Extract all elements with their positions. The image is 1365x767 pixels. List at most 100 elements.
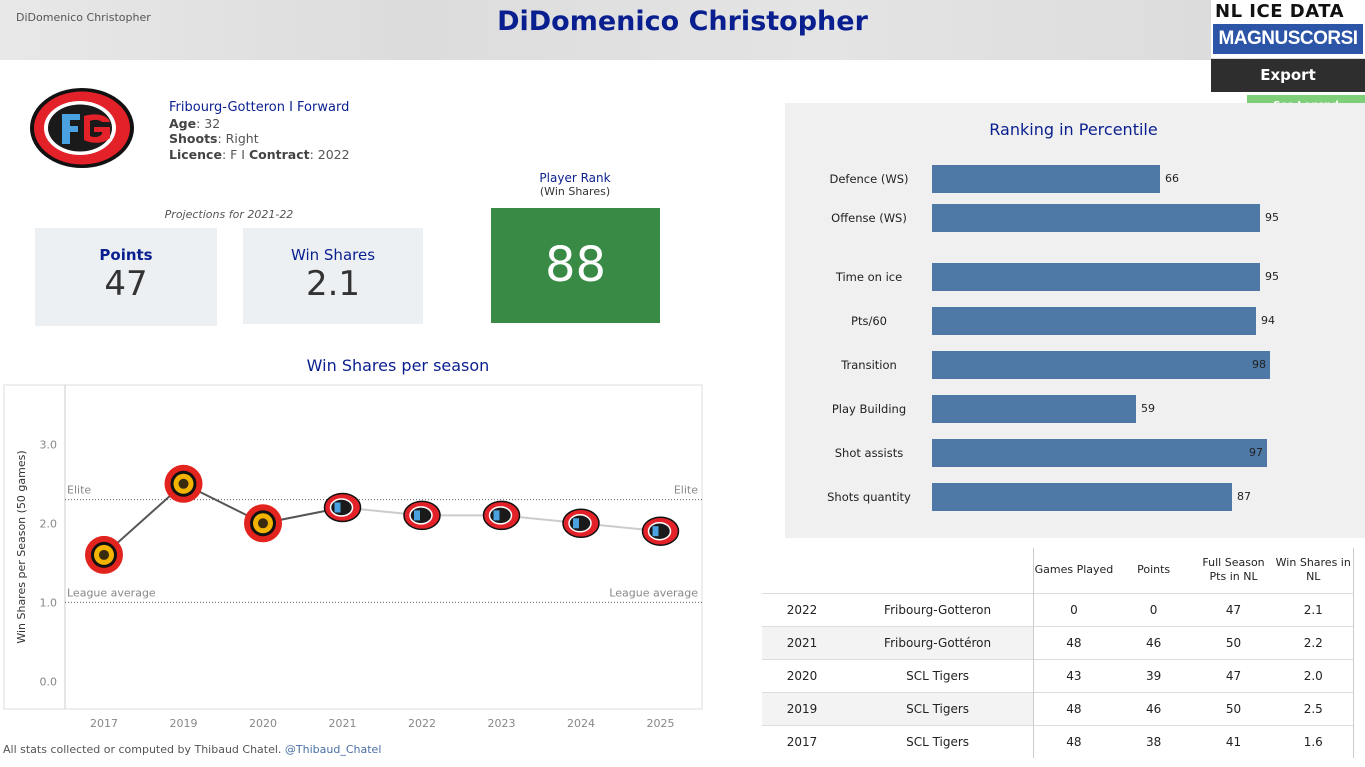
- ranking-bar-value: 95: [1265, 211, 1279, 224]
- ws-chart-title: Win Shares per season: [306, 356, 490, 375]
- ws-x-tick-label: 2023: [488, 717, 516, 730]
- header-full-season-pts: Full Season Pts in NL: [1202, 556, 1265, 584]
- ranking-bar-row: Pts/60 94: [785, 307, 1365, 335]
- ranking-bar-row: Time on ice 95: [785, 263, 1365, 291]
- page-title: DiDomenico Christopher: [497, 6, 868, 37]
- ranking-bar-label: Shot assists: [834, 446, 904, 460]
- ws-y-tick-label: 2.0: [40, 517, 58, 530]
- ranking-bar-value: 66: [1165, 172, 1179, 185]
- ws-reference-label-right: League average: [609, 586, 698, 599]
- points-kpi-card: Points 47: [35, 228, 217, 326]
- ranking-bar: [932, 439, 1267, 467]
- ranking-bar-row: Play Building 59: [785, 395, 1365, 423]
- player-rank-sublabel: (Win Shares): [539, 185, 611, 198]
- shoots-row: Shoots: Right: [169, 131, 259, 146]
- ranking-bar: [932, 307, 1256, 335]
- header-games-played: Games Played: [1033, 548, 1114, 593]
- cell-team: SCL Tigers: [841, 658, 1034, 692]
- cell-team: Fribourg-Gotteron: [841, 592, 1034, 626]
- ranking-bar-row: Offense (WS) 95: [785, 204, 1365, 232]
- header-banner: DiDomenico Christopher DiDomenico Christ…: [0, 0, 1365, 60]
- ws-reference-label-right: Elite: [674, 484, 698, 497]
- cell-points: 38: [1113, 724, 1194, 758]
- ranking-panel: Ranking in Percentile Defence (WS) 66 Offe…: [785, 103, 1365, 538]
- cell-games-played: 48: [1033, 724, 1114, 758]
- ws-y-axis-label: Win Shares per Season (50 games): [15, 450, 28, 643]
- header-points: Points: [1137, 563, 1171, 577]
- export-button[interactable]: Export: [1211, 59, 1365, 92]
- ws-point-fribourg-logo: [482, 500, 521, 531]
- points-label: Points: [99, 246, 153, 264]
- ws-y-tick-label: 1.0: [40, 596, 58, 609]
- ranking-bar: [932, 483, 1232, 511]
- table-row: 2021 Fribourg-Gottéron 48 46 50 2.2: [762, 625, 1354, 659]
- cell-points: 0: [1113, 592, 1194, 626]
- header-win-shares: Win Shares in NL: [1273, 548, 1354, 593]
- cell-points: 46: [1113, 625, 1194, 659]
- ws-x-tick-label: 2025: [647, 717, 675, 730]
- cell-points: 39: [1113, 658, 1194, 692]
- cell-win-shares: 2.0: [1273, 658, 1354, 692]
- win-shares-kpi-card: Win Shares 2.1: [243, 228, 423, 324]
- header-year: [762, 548, 842, 593]
- ranking-bar-value: 59: [1141, 402, 1155, 415]
- ranking-bar-label: Pts/60: [851, 314, 887, 328]
- ranking-bar: [932, 204, 1260, 232]
- ws-x-tick-label: 2020: [249, 717, 277, 730]
- cell-year: 2017: [762, 724, 842, 758]
- ranking-bar: [932, 263, 1260, 291]
- ws-x-tick-label: 2019: [170, 717, 198, 730]
- brand-logo[interactable]: NL ICE DATA MAGNUSCORSI: [1211, 0, 1365, 58]
- player-rank-value: 88: [491, 208, 660, 323]
- footer-handle-link[interactable]: @Thibaud_Chatel: [284, 743, 382, 756]
- header-team: [842, 548, 1034, 593]
- ws-series-line: [103, 482, 343, 556]
- ranking-bar-label: Offense (WS): [831, 211, 907, 225]
- cell-team: SCL Tigers: [841, 724, 1034, 758]
- ws-y-tick-label: 0.0: [40, 675, 58, 688]
- ws-reference-label-left: League average: [67, 586, 156, 599]
- table-row: 2022 Fribourg-Gotteron 0 0 47 2.1: [762, 592, 1354, 626]
- ranking-title: Ranking in Percentile: [989, 120, 1158, 139]
- licence-row: Licence: F I Contract: 2022: [169, 146, 350, 162]
- ws-x-tick-label: 2022: [408, 717, 436, 730]
- ws-reference-label-left: Elite: [67, 484, 91, 497]
- cell-full-season-pts: 47: [1193, 658, 1274, 692]
- ranking-bar-row: Shots quantity 87: [785, 483, 1365, 511]
- ranking-bar-label: Time on ice: [835, 270, 903, 284]
- header-player-name: DiDomenico Christopher: [16, 11, 151, 24]
- ranking-bar-value: 95: [1265, 270, 1279, 283]
- ws-y-tick-label: 3.0: [40, 438, 58, 451]
- ranking-bar-row: Defence (WS) 66: [785, 165, 1365, 193]
- ws-x-tick-label: 2021: [329, 717, 357, 730]
- ws-x-tick-label: 2017: [90, 717, 118, 730]
- cell-full-season-pts: 50: [1193, 625, 1274, 659]
- team-logo: [30, 88, 134, 168]
- ranking-bar-value: 87: [1237, 490, 1251, 503]
- player-info: Fribourg-Gotteron I Forward Age: 32 Shoo…: [169, 100, 350, 162]
- ranking-bar-value: 98: [1252, 358, 1266, 371]
- cell-year: 2019: [762, 691, 842, 725]
- cell-year: 2021: [762, 625, 842, 659]
- ws-point-scl-tigers-logo: [244, 504, 282, 543]
- table-row: 2017 SCL Tigers 48 38 41 1.6: [762, 724, 1354, 758]
- ranking-bar-row: Shot assists 97: [785, 439, 1365, 467]
- cell-win-shares: 1.6: [1273, 724, 1354, 758]
- table-row: 2019 SCL Tigers 48 46 50 2.5: [762, 691, 1354, 725]
- cell-team: SCL Tigers: [841, 691, 1034, 725]
- footer-credit: All stats collected or computed by Thiba…: [3, 743, 381, 756]
- cell-games-played: 48: [1033, 625, 1114, 659]
- cell-games-played: 0: [1033, 592, 1114, 626]
- ranking-bar-label: Play Building: [831, 402, 907, 416]
- cell-games-played: 43: [1033, 658, 1114, 692]
- cell-win-shares: 2.5: [1273, 691, 1354, 725]
- ranking-bar-label: Defence (WS): [829, 172, 909, 186]
- ranking-bar-label: Shots quantity: [827, 490, 911, 504]
- cell-full-season-pts: 41: [1193, 724, 1274, 758]
- cell-year: 2020: [762, 658, 842, 692]
- points-value: 47: [104, 264, 148, 304]
- ws-point-fribourg-logo: [323, 492, 362, 523]
- ranking-bar: [932, 165, 1160, 193]
- ws-x-tick-label: 2024: [567, 717, 595, 730]
- cell-year: 2022: [762, 592, 842, 626]
